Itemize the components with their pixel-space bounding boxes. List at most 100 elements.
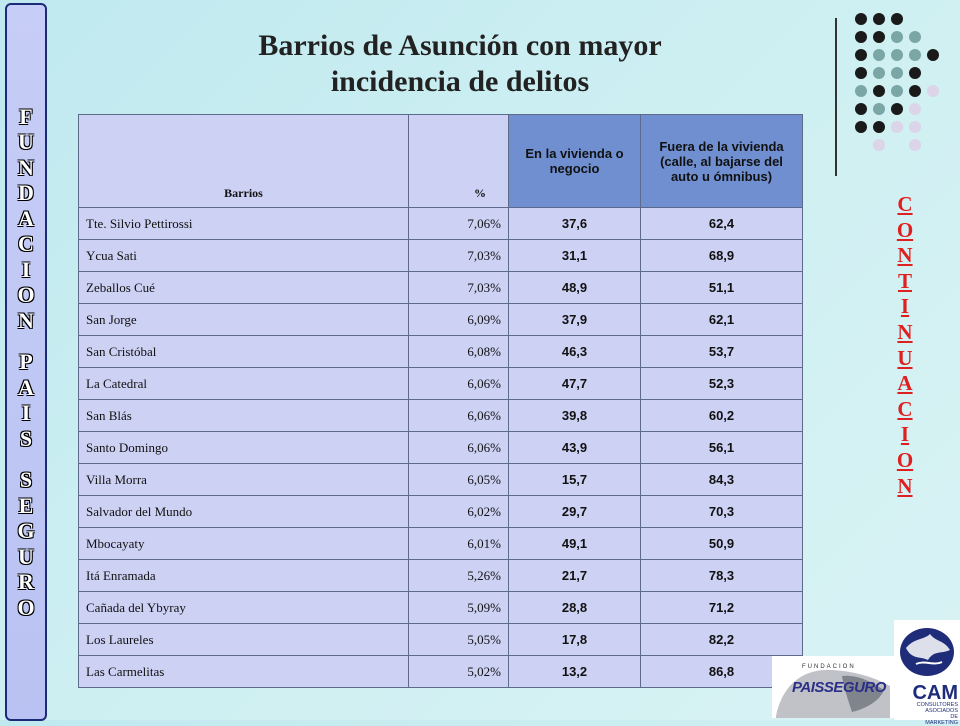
fuera-cell: 70,3 bbox=[640, 495, 803, 528]
fuera-cell: 84,3 bbox=[640, 463, 803, 496]
continuacion-letter: O bbox=[896, 447, 914, 472]
cam-subtitle-line: ASOCIADOS bbox=[925, 708, 958, 714]
decorative-dot bbox=[909, 121, 921, 133]
decorative-dot bbox=[909, 139, 921, 151]
dot-pattern-decoration bbox=[855, 13, 955, 158]
continuacion-letter: C bbox=[897, 396, 913, 421]
percent-cell: 7,06% bbox=[408, 207, 509, 240]
decorative-dot bbox=[873, 139, 885, 151]
fuera-cell: 82,2 bbox=[640, 623, 803, 656]
paisseguro-logo: FUNDACION PAISSEGURO bbox=[772, 656, 894, 718]
barrio-cell: Zeballos Cué bbox=[78, 271, 409, 304]
percent-cell: 6,06% bbox=[408, 399, 509, 432]
banner-letter: O bbox=[17, 282, 35, 308]
continuacion-letter: A bbox=[897, 371, 913, 396]
fuera-cell: 62,4 bbox=[640, 207, 803, 240]
decorative-dot bbox=[891, 85, 903, 97]
decorative-dot bbox=[855, 121, 867, 133]
percent-cell: 5,26% bbox=[408, 559, 509, 592]
decorative-dot bbox=[873, 121, 885, 133]
vivienda-cell: 47,7 bbox=[508, 367, 641, 400]
banner-letter: A bbox=[18, 205, 34, 231]
decorative-dot bbox=[855, 49, 867, 61]
header-en-vivienda: En la vivienda o negocio bbox=[508, 114, 641, 208]
title-line-2: incidencia de delitos bbox=[330, 65, 590, 98]
globe-icon bbox=[900, 628, 954, 676]
vivienda-cell: 28,8 bbox=[508, 591, 641, 624]
table-header-row: Barrios % En la vivienda o negocio Fuera… bbox=[78, 114, 803, 208]
percent-cell: 5,02% bbox=[408, 655, 509, 688]
decorative-dot bbox=[891, 49, 903, 61]
paisseguro-small-text: FUNDACION bbox=[802, 664, 856, 670]
table-row: Salvador del Mundo 6,02% 29,7 70,3 bbox=[78, 495, 803, 528]
barrio-cell: Salvador del Mundo bbox=[78, 495, 409, 528]
fuera-cell: 51,1 bbox=[640, 271, 803, 304]
table-row: Itá Enramada 5,26% 21,7 78,3 bbox=[78, 559, 803, 592]
vivienda-cell: 48,9 bbox=[508, 271, 641, 304]
barrio-cell: San Blás bbox=[78, 399, 409, 432]
table-row: La Catedral 6,06% 47,7 52,3 bbox=[78, 367, 803, 400]
cam-logo: CAM CONSULTORES ASOCIADOS DE MARKETING bbox=[894, 620, 960, 726]
decorative-dot bbox=[909, 85, 921, 97]
barrio-cell: Tte. Silvio Pettirossi bbox=[78, 207, 409, 240]
decorative-dot bbox=[873, 49, 885, 61]
fuera-cell: 50,9 bbox=[640, 527, 803, 560]
banner-letter: S bbox=[19, 425, 33, 451]
vivienda-cell: 13,2 bbox=[508, 655, 641, 688]
continuacion-letter: N bbox=[897, 243, 913, 268]
decorative-dot bbox=[855, 103, 867, 115]
banner-letter: U bbox=[18, 129, 34, 155]
percent-cell: 7,03% bbox=[408, 271, 509, 304]
continuacion-letter: I bbox=[900, 294, 910, 319]
decorative-dot bbox=[891, 121, 903, 133]
paisseguro-big-text: PAISSEGURO bbox=[792, 679, 886, 696]
vivienda-cell: 21,7 bbox=[508, 559, 641, 592]
fuera-cell: 53,7 bbox=[640, 335, 803, 368]
decorative-dot bbox=[855, 31, 867, 43]
banner-letter: D bbox=[18, 180, 34, 206]
banner-letter: I bbox=[21, 400, 31, 426]
percent-cell: 6,09% bbox=[408, 303, 509, 336]
barrio-cell: Mbocayaty bbox=[78, 527, 409, 560]
banner-letter: C bbox=[18, 231, 34, 257]
banner-letter: E bbox=[18, 492, 34, 518]
barrio-cell: Los Laureles bbox=[78, 623, 409, 656]
barrio-cell: Ycua Sati bbox=[78, 239, 409, 272]
table-row: Ycua Sati 7,03% 31,1 68,9 bbox=[78, 239, 803, 272]
banner-letter: P bbox=[19, 349, 33, 375]
fuera-cell: 71,2 bbox=[640, 591, 803, 624]
title-line-1: Barrios de Asunción con mayor bbox=[258, 29, 662, 62]
vivienda-cell: 31,1 bbox=[508, 239, 641, 272]
percent-cell: 6,05% bbox=[408, 463, 509, 496]
decorative-dot bbox=[891, 13, 903, 25]
percent-cell: 6,06% bbox=[408, 431, 509, 464]
barrio-cell: San Cristóbal bbox=[78, 335, 409, 368]
percent-cell: 6,01% bbox=[408, 527, 509, 560]
fuera-cell: 52,3 bbox=[640, 367, 803, 400]
vivienda-cell: 43,9 bbox=[508, 431, 641, 464]
banner-letter: A bbox=[18, 374, 34, 400]
continuacion-letter: N bbox=[897, 319, 913, 344]
banner-letter: N bbox=[18, 307, 34, 333]
decorative-dot bbox=[873, 85, 885, 97]
cam-subtitle-line: MARKETING bbox=[925, 720, 958, 726]
decorative-dot bbox=[891, 103, 903, 115]
header-fuera-vivienda: Fuera de la vivienda (calle, al bajarse … bbox=[640, 114, 803, 208]
barrio-cell: San Jorge bbox=[78, 303, 409, 336]
continuacion-letter: N bbox=[897, 473, 913, 498]
banner-letter: O bbox=[17, 594, 35, 620]
barrio-cell: Itá Enramada bbox=[78, 559, 409, 592]
cam-subtitle: CONSULTORES ASOCIADOS DE MARKETING bbox=[898, 702, 958, 726]
fuera-cell: 60,2 bbox=[640, 399, 803, 432]
banner-letter: G bbox=[17, 518, 35, 544]
barrio-cell: La Catedral bbox=[78, 367, 409, 400]
decorative-dot bbox=[855, 13, 867, 25]
decorative-dot bbox=[873, 103, 885, 115]
header-barrios: Barrios bbox=[78, 114, 409, 208]
decorative-dot bbox=[909, 103, 921, 115]
fuera-cell: 62,1 bbox=[640, 303, 803, 336]
vivienda-cell: 17,8 bbox=[508, 623, 641, 656]
vivienda-cell: 29,7 bbox=[508, 495, 641, 528]
decorative-dot bbox=[891, 67, 903, 79]
